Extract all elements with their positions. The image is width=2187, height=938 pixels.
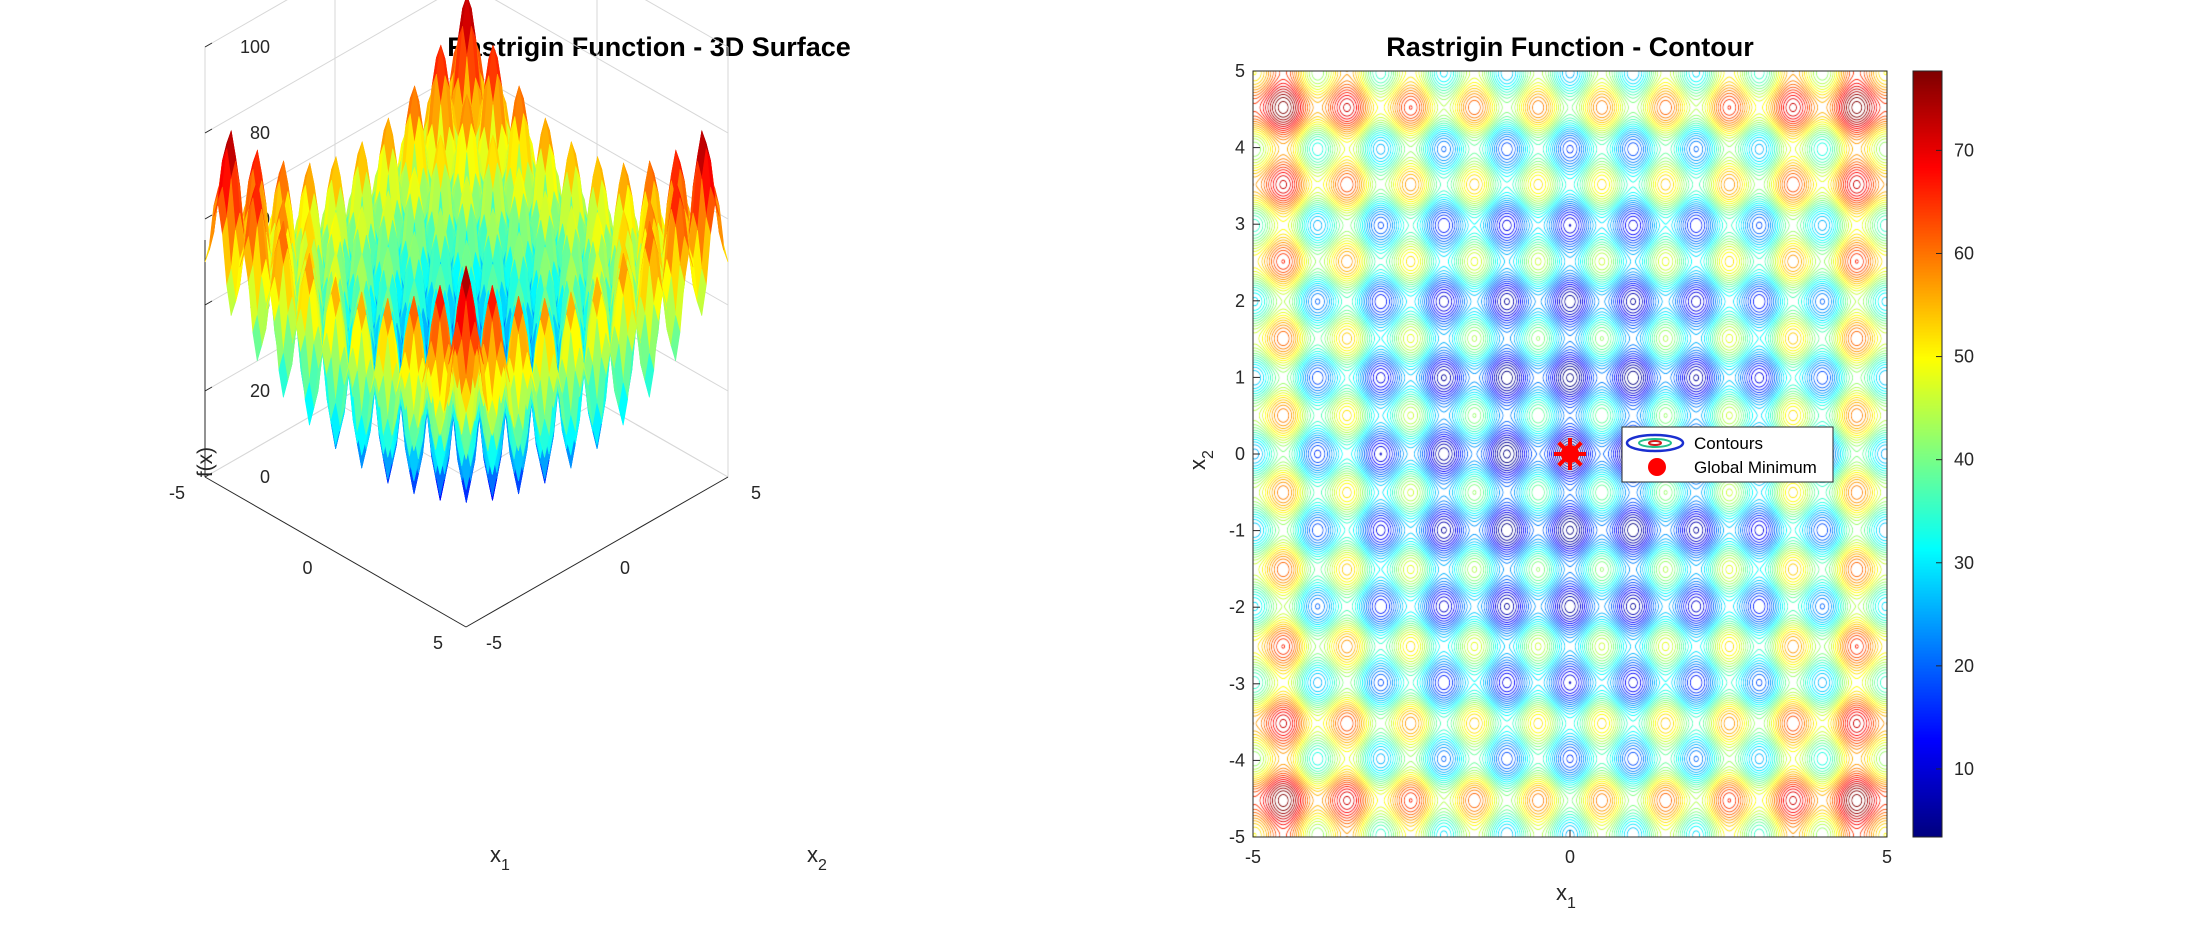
z-tick-label: 20 <box>250 381 270 401</box>
x-axis-label: x1 <box>1556 880 1576 912</box>
z-tick <box>204 42 213 48</box>
x-tick-label: -5 <box>1245 847 1261 867</box>
legend-label: Global Minimum <box>1694 458 1817 477</box>
y-tick-label: 0 <box>620 558 630 578</box>
y-tick-label: -5 <box>1229 827 1245 847</box>
y-axis-label: x2 <box>1185 450 1217 470</box>
z-tick <box>204 472 213 478</box>
x-tick-label: 0 <box>302 558 312 578</box>
z-gridline <box>204 0 729 134</box>
surface-title: Rastrigin Function - 3D Surface <box>447 32 851 62</box>
colorbar-tick-label: 30 <box>1954 553 1974 573</box>
z-tick <box>204 386 213 392</box>
global-minimum-marker <box>1554 438 1586 470</box>
x-axis-line <box>204 476 467 628</box>
legend[interactable]: Contours Global Minimum <box>1621 426 1834 483</box>
y-tick-label: -2 <box>1229 597 1245 617</box>
colorbar-tick-label: 10 <box>1954 759 1974 779</box>
y-tick-label: 3 <box>1235 214 1245 234</box>
colorbar-tick-label: 20 <box>1954 656 1974 676</box>
x-tick-label: 5 <box>433 633 443 653</box>
colorbar-tick-label: 60 <box>1954 243 1974 263</box>
y-tick-label: -3 <box>1229 674 1245 694</box>
x-tick-label: 5 <box>1882 847 1892 867</box>
y-tick-label: -5 <box>486 633 502 653</box>
z-tick-label: 100 <box>240 37 270 57</box>
x-tick-label: -5 <box>169 483 185 503</box>
z-tick-label: 0 <box>260 467 270 487</box>
y-tick-label: 0 <box>1235 444 1245 464</box>
legend-label: Contours <box>1694 434 1763 453</box>
x-tick-label: 0 <box>1565 847 1575 867</box>
y-tick-label: -1 <box>1229 521 1245 541</box>
y-tick-label: 4 <box>1235 138 1245 158</box>
contour-title: Rastrigin Function - Contour <box>1386 32 1754 62</box>
contour-axes: -5 0 5 -5 -4 -3 -2 -1 0 1 2 3 4 5 x1 x2 Contours Global M… <box>1185 61 1974 912</box>
y-tick-label: 1 <box>1235 367 1245 387</box>
colorbar-tick-label: 40 <box>1954 450 1974 470</box>
z-tick <box>204 214 213 220</box>
y-axis-line <box>465 476 729 628</box>
z-tick-label: 80 <box>250 123 270 143</box>
colorbar-tick-label: 50 <box>1954 347 1974 367</box>
z-axis-label: f(x) <box>194 447 217 477</box>
surface-mesh <box>204 0 729 503</box>
y-tick-label: -4 <box>1229 750 1245 770</box>
z-tick <box>204 300 213 306</box>
y-tick-label: 5 <box>1235 61 1245 81</box>
colorbar-tick-label: 70 <box>1954 140 1974 160</box>
legend-minimum-swatch <box>1648 458 1666 476</box>
z-tick <box>204 128 213 134</box>
y-tick-label: 2 <box>1235 291 1245 311</box>
colorbar-frame <box>1912 70 1943 838</box>
y-tick-label: 5 <box>751 483 761 503</box>
